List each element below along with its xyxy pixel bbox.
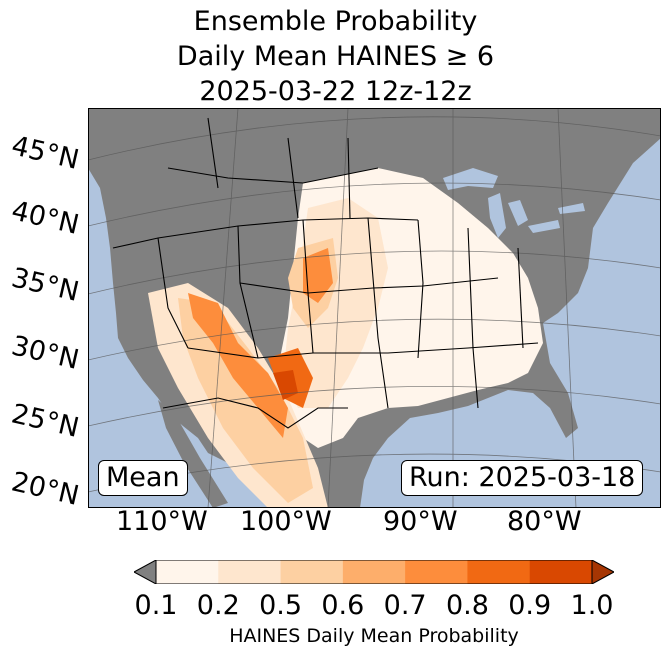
colorbar-over-arrow	[591, 560, 614, 584]
colorbar-tick-label: 0.9	[508, 590, 552, 621]
colorbar-tick-label: 0.7	[383, 590, 427, 621]
state-borders	[112, 117, 539, 429]
prob-band-0.9	[273, 370, 298, 400]
lat-label-40: 40°N	[8, 195, 82, 241]
colorbar	[134, 560, 614, 584]
colorbar-label: HAINES Daily Mean Probability	[229, 625, 519, 647]
colorbar-cell-4	[405, 560, 468, 584]
mean-label: Mean	[98, 460, 188, 496]
colorbar-tick-label: 0.6	[321, 590, 365, 621]
colorbar-cell-1	[218, 560, 282, 584]
colorbar-cell-0	[156, 560, 219, 584]
run-label: Run: 2025-03-18	[401, 460, 644, 496]
prob-band-0.5-sw	[178, 298, 313, 503]
colorbar-cells	[156, 560, 593, 584]
lat-label-30: 30°N	[8, 330, 82, 376]
colorbar-tick-label: 0.2	[196, 590, 240, 621]
colorbar-tick-label: 0.8	[445, 590, 489, 621]
land-baja	[158, 400, 228, 508]
colorbar-cell-6	[529, 560, 593, 584]
colorbar-cell-5	[467, 560, 531, 584]
colorbar-tick-label: 0.5	[259, 590, 303, 621]
prob-band-0.7	[303, 248, 333, 303]
title-line-3: 2025-03-22 12z-12z	[199, 76, 472, 107]
lat-label-20: 20°N	[8, 466, 82, 512]
probability-map	[88, 108, 661, 508]
colorbar-tick-label: 1.0	[570, 590, 614, 621]
lat-label-45: 45°N	[8, 130, 82, 176]
colorbar-tick-label: 0.1	[134, 590, 178, 621]
lon-label-90: 90°W	[383, 506, 458, 537]
colorbar-under-arrow	[134, 560, 157, 584]
colorbar-cell-2	[280, 560, 344, 584]
lon-label-80: 80°W	[507, 506, 582, 537]
lat-label-25: 25°N	[8, 398, 82, 444]
lon-label-100: 100°W	[240, 506, 332, 537]
lat-label-35: 35°N	[8, 262, 82, 308]
great-lakes	[443, 168, 585, 238]
colorbar-cell-3	[342, 560, 406, 584]
title-line-1: Ensemble Probability	[193, 6, 478, 37]
prob-band-0.7-sw	[188, 293, 288, 438]
lon-label-110: 110°W	[116, 506, 208, 537]
title-line-2: Daily Mean HAINES ≥ 6	[176, 41, 495, 72]
